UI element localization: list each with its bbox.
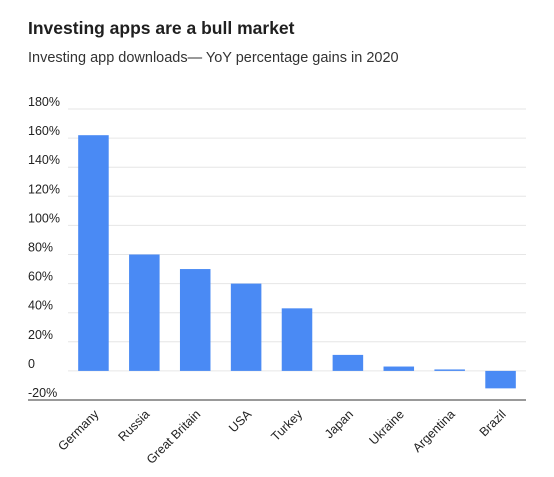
- x-tick-label: Germany: [55, 407, 102, 454]
- y-tick-label: 60%: [28, 270, 53, 284]
- y-tick-label: 20%: [28, 328, 53, 342]
- bar-great-britain: [179, 269, 211, 371]
- y-tick-labels: 180% 160% 140% 120% 100% 80% 60% 40% 20% 0 -20%: [28, 95, 60, 400]
- y-tick-label: 0: [28, 357, 35, 371]
- bars: [78, 135, 516, 389]
- bar-germany: [78, 135, 109, 371]
- bar-argentina: [434, 369, 465, 371]
- x-tick-label: Turkey: [269, 407, 306, 444]
- y-tick-label: 80%: [28, 241, 53, 255]
- x-tick-label: Brazil: [477, 407, 509, 439]
- x-tick-label: Ukraine: [367, 407, 407, 447]
- chart-title: Investing apps are a bull market: [28, 18, 295, 38]
- x-tick-label: Argentina: [410, 407, 458, 455]
- x-tick-label: Japan: [322, 407, 356, 441]
- bar-brazil: [485, 370, 516, 389]
- y-tick-label: 100%: [28, 211, 60, 225]
- x-tick-label: Russia: [116, 407, 153, 444]
- x-tick-label: Great Britain: [144, 407, 204, 467]
- chart-subtitle: Investing app downloads— YoY percentage …: [28, 50, 399, 66]
- y-tick-label: -20%: [28, 386, 57, 400]
- x-tick-label: USA: [226, 407, 255, 436]
- y-tick-label: 40%: [28, 299, 53, 313]
- y-tick-label: 180%: [28, 95, 60, 109]
- y-tick-label: 120%: [28, 182, 60, 196]
- bar-usa: [230, 283, 262, 371]
- bar-russia: [129, 254, 160, 371]
- y-tick-label: 140%: [28, 153, 60, 167]
- bar-ukraine: [383, 366, 415, 371]
- y-tick-label: 160%: [28, 124, 60, 138]
- bar-turkey: [281, 308, 313, 371]
- bar-japan: [332, 354, 364, 371]
